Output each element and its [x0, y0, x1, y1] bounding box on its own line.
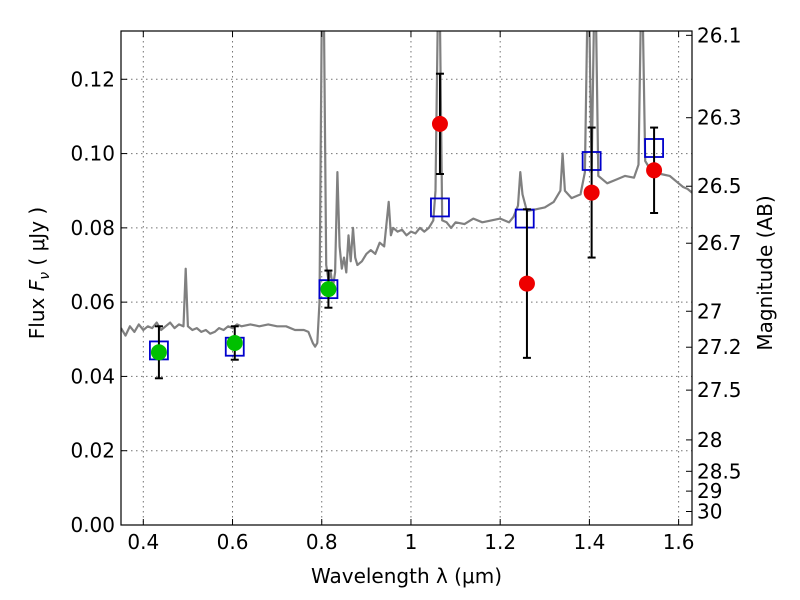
plot-frame	[120, 30, 693, 526]
x-tick-label: 1.6	[663, 530, 695, 554]
mag-tick-label: 27	[697, 299, 722, 323]
markers	[149, 72, 664, 380]
model-square-point	[514, 208, 535, 229]
x-tick-label: 0.8	[306, 530, 338, 554]
y-axis-label-pre: Flux	[25, 291, 49, 339]
observed-flux-point	[583, 184, 600, 201]
observed-flux-point	[320, 281, 337, 298]
y-axis-label-post: ( μJy )	[25, 207, 49, 272]
y-tick-label: 0.06	[70, 290, 115, 314]
x-tick-label: 0.4	[127, 530, 159, 554]
y-tick-label: 0.12	[70, 67, 115, 91]
observed-flux-point	[518, 275, 535, 292]
mag-tick-label: 28	[697, 428, 722, 452]
x-tick-label: 0.6	[217, 530, 249, 554]
mag-tick-label: 28.5	[697, 459, 742, 483]
y-tick-label: 0.10	[70, 142, 115, 166]
mag-tick-label: 26.5	[697, 174, 742, 198]
mag-tick-label: 29	[697, 479, 722, 503]
model-square-point	[430, 197, 450, 218]
y-axis-label: Flux Fν ( μJy )	[25, 207, 53, 339]
y-axis-label-symbol: F	[25, 279, 49, 291]
spectrum-line	[121, 31, 692, 348]
right-axis-label: Magnitude (AB)	[753, 195, 777, 350]
y-tick-label: 0.04	[70, 364, 115, 388]
observed-flux-point	[646, 162, 663, 179]
mag-tick-label: 26.7	[697, 231, 742, 255]
mag-tick-label: 27.2	[697, 335, 742, 359]
x-tick-label: 1	[405, 530, 418, 554]
mag-tick-label: 26.3	[697, 106, 742, 130]
y-axis-label-subscript: ν	[37, 272, 53, 280]
mag-tick-label: 27.5	[697, 378, 742, 402]
axes: 0.4 0.6 0.8 1 1.2 1.4 1.6 0.00 0.02 0.04 0.06 0.08 0…	[70, 23, 741, 554]
y-tick-label: 0.00	[70, 513, 115, 537]
y-tick-label: 0.02	[70, 439, 115, 463]
observed-flux-point	[226, 335, 243, 351]
mag-tick-label: 30	[697, 500, 722, 524]
x-axis-label: Wavelength λ (μm)	[311, 564, 502, 588]
observed-flux-point	[150, 344, 167, 361]
x-tick-label: 1.2	[484, 530, 516, 554]
grid	[121, 31, 692, 526]
plot-data	[121, 31, 692, 348]
mag-tick-label: 26.1	[697, 23, 742, 47]
observed-flux-point	[431, 115, 448, 132]
x-tick-label: 1.4	[573, 530, 605, 554]
y-tick-label: 0.08	[70, 216, 115, 240]
